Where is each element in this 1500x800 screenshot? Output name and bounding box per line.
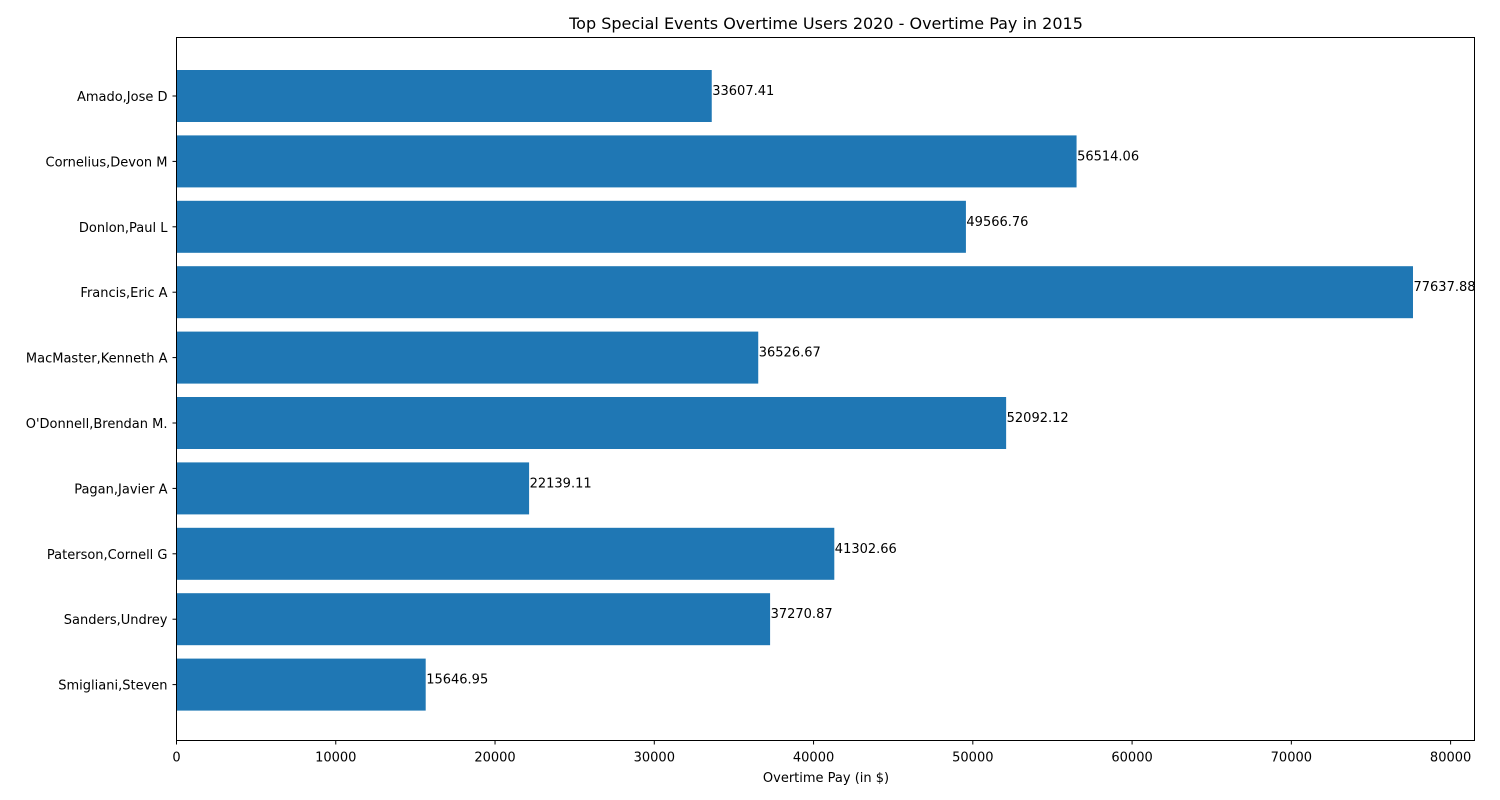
bar-value-label: 33607.41 <box>712 84 774 99</box>
y-tick-label: Francis,Eric A <box>80 286 167 301</box>
x-tick-label: 20000 <box>474 751 515 766</box>
bar-value-label: 36526.67 <box>759 346 821 361</box>
bar-value-label: 41302.66 <box>835 542 897 557</box>
bar-value-label: 22139.11 <box>530 476 592 491</box>
bar <box>176 593 771 646</box>
x-tick-label: 40000 <box>793 751 834 766</box>
bar <box>176 527 835 580</box>
bar <box>176 266 1413 319</box>
x-tick-label: 80000 <box>1430 751 1471 766</box>
y-tick-label: Pagan,Javier A <box>74 482 167 497</box>
y-tick-label: Paterson,Cornell G <box>47 548 168 563</box>
bar <box>176 200 966 253</box>
bar-value-label: 15646.95 <box>426 673 488 688</box>
x-tick-label: 0 <box>172 751 180 766</box>
x-tick-label: 30000 <box>634 751 675 766</box>
x-tick-label: 10000 <box>315 751 356 766</box>
x-tick-label: 50000 <box>952 751 993 766</box>
bars-layer <box>176 70 1413 711</box>
x-axis-label: Overtime Pay (in $) <box>763 771 889 786</box>
y-axis: Amado,Jose D Cornelius,Devon M Donlon,Paul… <box>26 90 177 694</box>
bar <box>176 397 1007 449</box>
bar-value-label: 77637.88 <box>1413 280 1475 295</box>
bar <box>176 135 1077 188</box>
bar-value-label: 56514.06 <box>1077 149 1139 164</box>
bar-value-label: 49566.76 <box>966 215 1028 230</box>
x-tick-label: 60000 <box>1111 751 1152 766</box>
value-labels-layer: 33607.41 56514.06 49566.76 77637.88 36526.67… <box>426 84 1475 688</box>
bar <box>176 658 426 711</box>
x-tick-label: 70000 <box>1271 751 1312 766</box>
bar-value-label: 52092.12 <box>1007 411 1069 426</box>
x-axis: 0 10000 20000 30000 40000 50000 60000 70000 8000… <box>172 740 1471 766</box>
y-tick-label: Sanders,Undrey <box>64 613 168 628</box>
bar <box>176 70 712 122</box>
bar <box>176 462 530 515</box>
bar-value-label: 37270.87 <box>771 607 833 622</box>
y-tick-label: Donlon,Paul L <box>79 221 168 236</box>
chart-title: Top Special Events Overtime Users 2020 -… <box>568 14 1083 33</box>
y-tick-label: Smigliani,Steven <box>58 679 167 694</box>
y-tick-label: Amado,Jose D <box>77 90 168 105</box>
bar <box>176 331 759 384</box>
plot-area-frame <box>176 37 1475 741</box>
y-tick-label: MacMaster,Kenneth A <box>26 352 168 367</box>
y-tick-label: Cornelius,Devon M <box>46 155 168 170</box>
y-tick-label: O'Donnell,Brendan M. <box>26 417 168 432</box>
